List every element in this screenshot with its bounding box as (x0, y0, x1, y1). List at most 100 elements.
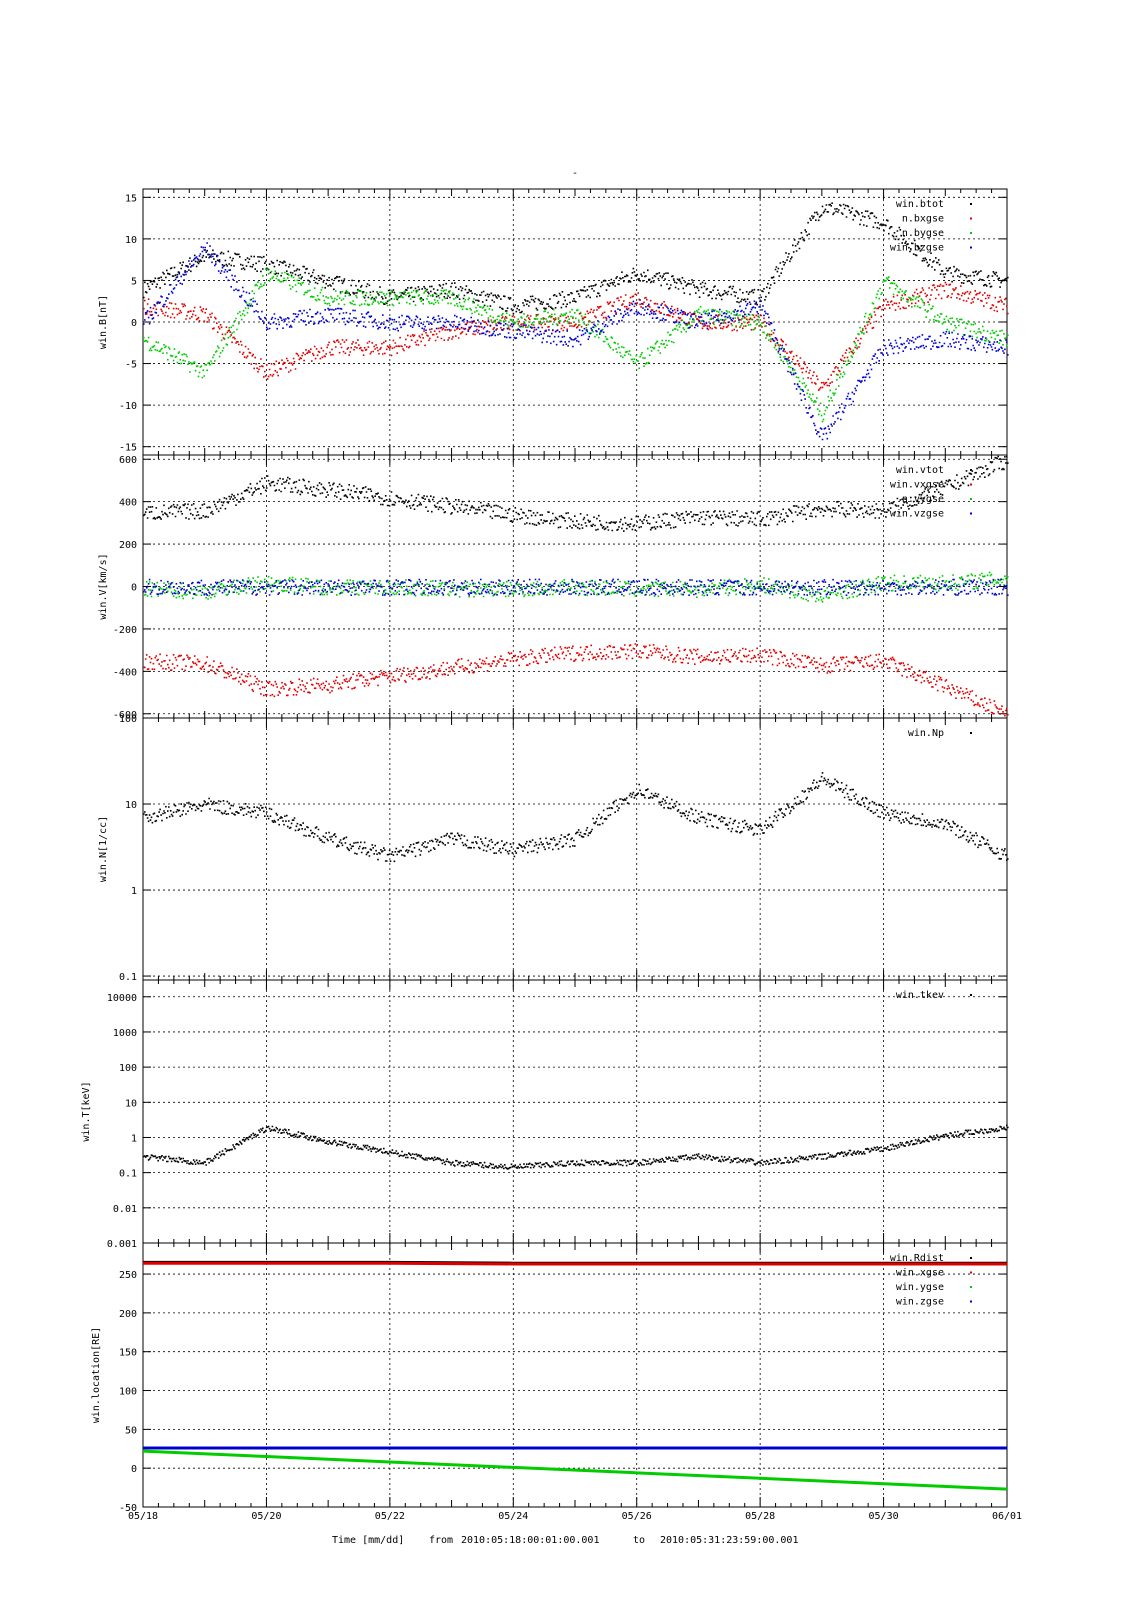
y-tick-label: 0 (131, 1464, 137, 1475)
y-tick-label: 250 (119, 1270, 137, 1281)
series-win-ygse (142, 1449, 1008, 1491)
y-tick-label: 10 (125, 1098, 137, 1109)
plot-frame (142, 717, 1008, 981)
y-tick-label: 0.1 (119, 1169, 137, 1180)
y-tick-label: 600 (119, 455, 137, 466)
footer-from-value: 2010:05:18:00:01:00.001 (461, 1535, 599, 1546)
y-tick-label: 1000 (113, 1028, 137, 1039)
x-tick-label: 05/24 (498, 1511, 528, 1522)
series-points (143, 1124, 1009, 1170)
legend-entry-label: win.xgse (896, 1268, 944, 1279)
legend-entry-label: win.Rdist (890, 1253, 944, 1264)
series-win-vtot (143, 455, 1009, 532)
legend-marker (970, 1286, 972, 1288)
series-win-xgse (143, 1261, 1007, 1266)
series-win-btot (143, 202, 1009, 315)
legend: win.Rdist win.xgse win.ygse win.zgse (890, 1253, 972, 1308)
y-axis-label: win.V[km/s] (98, 553, 109, 619)
footer-time-label: Time [mm/dd] (332, 1535, 404, 1546)
y-tick-label: 50 (125, 1425, 137, 1436)
y-tick-label: 0.01 (113, 1204, 137, 1215)
series-win-Np (143, 772, 1009, 863)
y-tick-label: -200 (113, 625, 137, 636)
legend-marker (970, 203, 972, 205)
panel-3: 0.1 1 10 100 win.N[1/cc] win.Np (98, 714, 1009, 983)
legend-marker (970, 994, 972, 996)
y-tick-label: 100 (119, 1063, 137, 1074)
legend-marker (970, 246, 972, 249)
legend-marker (970, 498, 972, 500)
legend-entry-label: n.vygse (902, 494, 944, 505)
legend: win.tkev (896, 990, 972, 1001)
y-tick-label: 5 (131, 276, 137, 287)
legend: win.btot n.bxgse n.bygse win.bzgse (890, 199, 972, 254)
y-tick-label: -15 (119, 443, 137, 454)
series-win-bzgse (143, 242, 1009, 441)
plot-frame (142, 1242, 1008, 1508)
legend-marker (970, 512, 972, 515)
y-axis-label: win.B[nT] (98, 295, 109, 349)
y-tick-label: 0.001 (107, 1239, 137, 1250)
y-tick-label: 200 (119, 540, 137, 551)
y-tick-label: 100 (119, 714, 137, 725)
x-tick-label: 05/18 (128, 1511, 158, 1522)
x-tick-label: 05/20 (251, 1511, 281, 1522)
y-tick-label: 400 (119, 498, 137, 509)
x-tick-label: 05/30 (869, 1511, 899, 1522)
y-axis-label: win.location[RE] (91, 1327, 102, 1423)
x-tick-label: 05/26 (622, 1511, 652, 1522)
y-tick-label: 0 (131, 318, 137, 329)
series-points (143, 578, 1009, 596)
y-tick-label: 200 (119, 1309, 137, 1320)
y-tick-label: 1 (131, 1133, 137, 1144)
panels: -15-10-5051015win.B[nT]win.btotn.bxgsen.… (81, 188, 1022, 1522)
y-tick-label: 10 (125, 235, 137, 246)
legend-marker (970, 217, 972, 220)
footer-to-value: 2010:05:31:23:59:00.001 (660, 1535, 798, 1546)
series-win-bxgse (143, 281, 1009, 391)
legend-entry-label: win.vtot (896, 465, 944, 476)
legend-marker (970, 1257, 972, 1259)
y-axis-label: win.T[keV] (81, 1081, 92, 1141)
footer-from-label: from (429, 1535, 453, 1546)
series-points (143, 268, 1009, 423)
y-tick-label: 0.1 (119, 972, 137, 983)
series-points (143, 772, 1009, 863)
legend-entry-label: n.bygse (902, 228, 944, 239)
series-points (143, 281, 1009, 391)
legend: win.vtot win.vxgse n.vygse win.vzgse (890, 465, 972, 520)
legend-marker (970, 1300, 972, 1303)
series-points (143, 455, 1009, 532)
y-tick-label: 150 (119, 1348, 137, 1359)
y-tick-label: 10000 (107, 993, 137, 1004)
y-tick-label: 0 (131, 583, 137, 594)
series-points (143, 242, 1009, 441)
legend-entry-label: win.bzgse (890, 243, 944, 254)
series-win-bygse (143, 268, 1009, 423)
legend-marker (970, 1271, 972, 1274)
panel-2: -600 -400 -200 0 200 400 600 win.V[km/s] win.vto… (98, 454, 1009, 721)
series-points (143, 202, 1009, 315)
y-tick-label: -50 (119, 1503, 137, 1514)
series-win-vzgse (143, 578, 1009, 596)
legend-entry-label: win.vzgse (890, 509, 944, 520)
y-tick-label: 1 (131, 886, 137, 897)
y-tick-label: 10 (125, 800, 137, 811)
y-tick-label: -10 (119, 401, 137, 412)
y-tick-label: -600 (113, 710, 137, 721)
legend-entry-label: win.btot (896, 199, 944, 210)
legend-marker (970, 469, 972, 471)
y-tick-label: 15 (125, 193, 137, 204)
series-line (142, 1449, 1008, 1491)
panel-4: 0.001 0.01 0.1 1 10 100 1000 10000 win.T[keV] win… (81, 979, 1009, 1250)
series-win-tkev (143, 1124, 1009, 1170)
legend-marker (970, 483, 972, 486)
plot-frame (142, 979, 1008, 1244)
panel-5: -50 0 50 100 150 200 250 win.location[RE] win.Rd… (91, 1242, 1022, 1522)
y-tick-label: -5 (125, 360, 137, 371)
legend-entry-label: win.ygse (896, 1282, 944, 1293)
y-tick-label: -400 (113, 667, 137, 678)
legend-marker (970, 732, 972, 734)
series-points (143, 571, 1009, 603)
